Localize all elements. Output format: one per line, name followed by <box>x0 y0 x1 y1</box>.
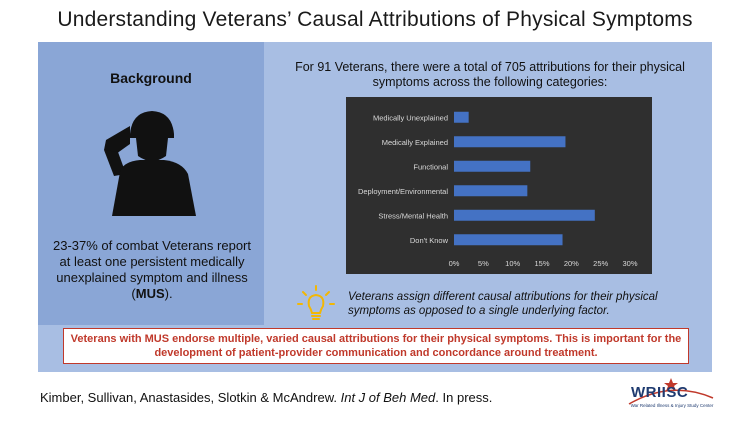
tick-label: 0% <box>449 259 460 268</box>
logo-subtitle: War Related Illness & Injury Study Cente… <box>630 403 714 408</box>
tick-label: 15% <box>534 259 549 268</box>
background-stat: 23-37% of combat Veterans report at leas… <box>52 238 251 301</box>
bar <box>454 185 528 197</box>
tick-label: 30% <box>622 259 637 268</box>
category-label: Don't Know <box>410 236 449 245</box>
bar <box>454 136 566 148</box>
background-heading: Background <box>110 70 192 86</box>
tick-label: 25% <box>593 259 608 268</box>
bar <box>454 160 531 172</box>
insight-text: Veterans assign different causal attribu… <box>348 291 658 317</box>
saluting-soldier-icon <box>104 111 196 216</box>
tick-label: 5% <box>478 259 489 268</box>
tick-label: 10% <box>505 259 520 268</box>
category-label: Medically Explained <box>382 138 448 147</box>
category-label: Deployment/Environmental <box>358 187 448 196</box>
tick-label: 20% <box>564 259 579 268</box>
category-label: Functional <box>413 162 448 171</box>
lightbulb-icon <box>297 285 335 320</box>
category-label: Stress/Mental Health <box>378 211 448 220</box>
logo-name: WRIISC <box>631 384 689 401</box>
key-finding-callout: Veterans with MUS endorse multiple, vari… <box>63 328 689 364</box>
attribution-bar-chart: Medically Unexplained Medically Explained… <box>346 97 652 274</box>
page-title: Understanding Veterans’ Causal Attributi… <box>57 8 693 31</box>
bar <box>454 111 469 123</box>
citation: Kimber, Sullivan, Anastasides, Slotkin &… <box>40 390 493 405</box>
bar <box>454 234 563 246</box>
category-label: Medically Unexplained <box>373 113 448 122</box>
bar <box>454 209 595 221</box>
wriisc-logo <box>628 378 714 405</box>
intro-text: For 91 Veterans, there were a total of 7… <box>295 60 685 89</box>
